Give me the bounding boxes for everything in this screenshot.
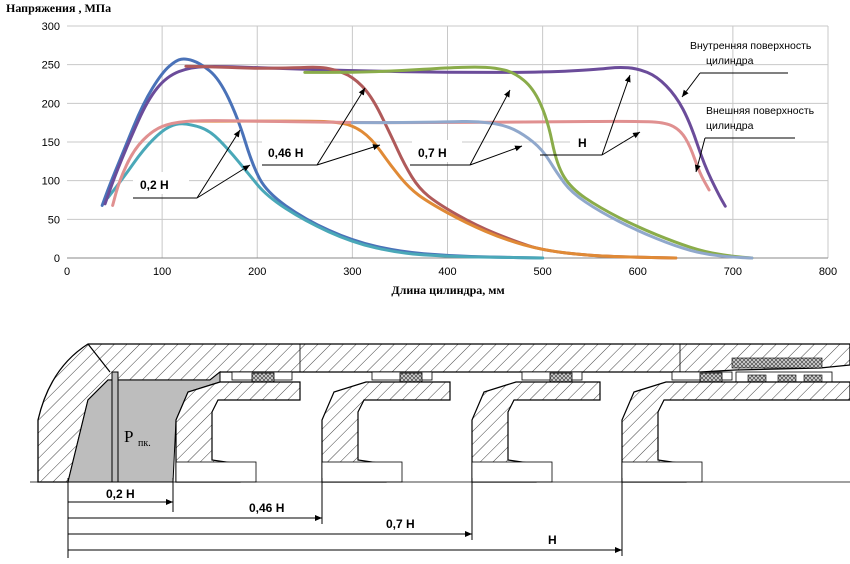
x-tick-label: 800: [819, 266, 837, 278]
x-tick-label: 700: [724, 266, 742, 278]
series-line-3: [103, 64, 727, 208]
callout-0-46h-label: 0,46 Н: [268, 146, 303, 160]
series-line-8: [350, 119, 754, 260]
dim-0-7h: 0,7 Н: [386, 517, 415, 531]
x-tick-label: 200: [248, 266, 266, 278]
y-tick-label: 50: [48, 214, 60, 226]
dim-0-46h: 0,46 Н: [249, 501, 284, 515]
x-tick-label: 500: [533, 266, 551, 278]
dim-h: Н: [548, 533, 557, 547]
x-tick-label: 100: [153, 266, 171, 278]
series-line-2: [106, 122, 545, 260]
note-inner-surface: Внутренняя поверхность цилиндра: [681, 40, 812, 98]
pressure-chamber: [67, 370, 221, 483]
y-tick-label: 250: [42, 60, 60, 72]
stress-chart: 0 50 100 150 200 250 300 0 100 200 300 400 500 600 70…: [6, 1, 837, 297]
callout-h: Н: [540, 74, 641, 156]
note-outer-surface: Внешняя поверхность цилиндра: [694, 105, 815, 173]
callout-0-46h: 0,46 Н: [262, 87, 381, 166]
y-tick-label: 100: [42, 176, 60, 188]
callout-0-2h: 0,2 Н: [133, 129, 251, 199]
x-tick-labels: 0 100 200 300 400 500 600 700 800: [64, 266, 837, 278]
y-tick-label: 150: [42, 137, 60, 149]
note-outer-line1: Внешняя поверхность: [706, 105, 815, 117]
ignition-channel: [111, 371, 119, 483]
y-tick-labels: 0 50 100 150 200 250 300: [42, 21, 60, 265]
callout-h-label: Н: [578, 136, 587, 150]
callout-0-7h: 0,7 Н: [410, 89, 523, 166]
note-outer-line2: цилиндра: [706, 120, 754, 132]
series-line-6: [111, 119, 711, 207]
x-tick-label: 300: [343, 266, 361, 278]
series-line-4: [184, 64, 678, 260]
chart-grid: [67, 25, 829, 259]
y-tick-label: 0: [54, 253, 60, 265]
callout-0-7h-label: 0,7 Н: [418, 146, 447, 160]
seal-rings: [231, 357, 833, 385]
note-inner-line1: Внутренняя поверхность: [690, 40, 812, 52]
y-tick-label: 200: [42, 98, 60, 110]
x-axis-label: Длина цилиндра, мм: [391, 283, 504, 297]
pressure-label: Р: [124, 427, 133, 446]
dim-0-2h: 0,2 Н: [106, 487, 135, 501]
dimension-lines: 0,2 Н 0,46 Н 0,7 Н Н: [67, 478, 623, 558]
y-axis-label: Напряжения , МПа: [6, 1, 111, 15]
series-line-7: [303, 65, 754, 260]
note-inner-line2: цилиндра: [706, 55, 754, 67]
x-tick-label: 400: [438, 266, 456, 278]
series-lines: [100, 57, 754, 260]
piston-stages: [175, 381, 850, 483]
callout-0-2h-label: 0,2 Н: [140, 178, 169, 192]
x-tick-label: 600: [629, 266, 647, 278]
y-tick-label: 300: [42, 21, 60, 33]
cylinder-cross-section: Р пк.: [30, 343, 850, 558]
x-tick-label: 0: [64, 266, 70, 278]
pressure-label-sub: пк.: [138, 438, 151, 449]
